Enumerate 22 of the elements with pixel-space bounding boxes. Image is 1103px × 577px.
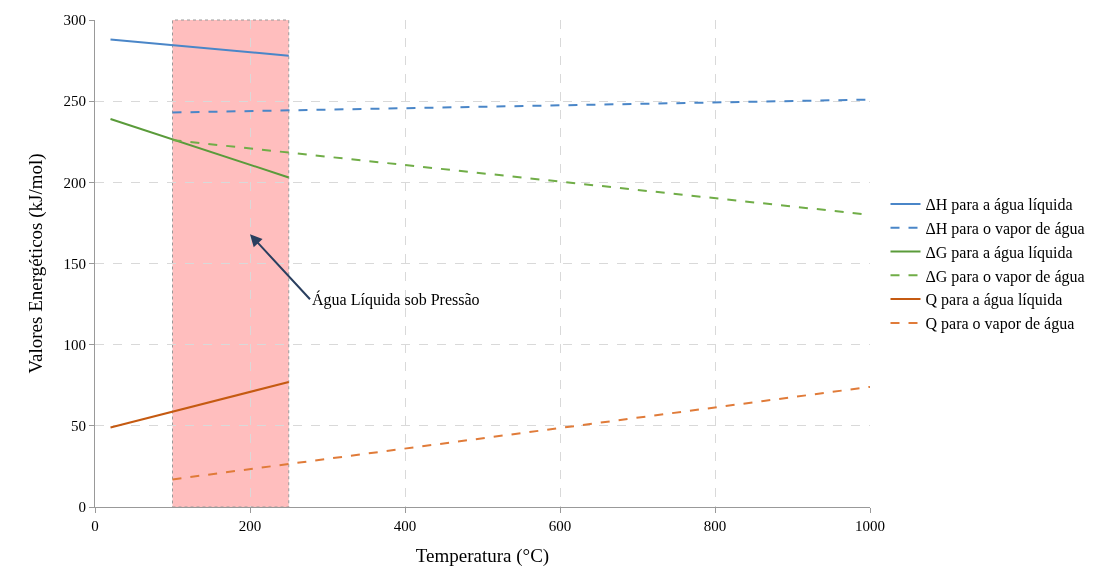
y-tick-label: 300: [63, 12, 86, 29]
legend-label: ΔG para o vapor de água: [925, 267, 1085, 286]
x-tick-label: 800: [703, 518, 727, 534]
x-axis-title: Temperatura (°C): [415, 544, 550, 567]
y-tick-label: 200: [63, 174, 86, 191]
y-tick-label: 150: [63, 255, 86, 272]
y-tick-label: 0: [78, 499, 86, 516]
legend-label: Q para a água líquida: [925, 291, 1063, 310]
legend-label: ΔH para a água líquida: [925, 196, 1073, 215]
y-tick-label: 100: [63, 336, 86, 353]
legend-label: ΔG para a água líquida: [925, 243, 1073, 262]
legend-label: ΔH para o vapor de água: [925, 219, 1085, 238]
annotation: Água Líquida sob Pressão: [312, 290, 480, 309]
x-tick-label: 600: [548, 518, 572, 534]
legend-label: Q para o vapor de água: [925, 315, 1075, 334]
y-tick-label: 50: [71, 418, 86, 435]
y-axis-title: Valores Energéticos (kJ/mol): [25, 153, 48, 374]
y-tick-label: 250: [63, 93, 86, 110]
x-tick-label: 200: [238, 518, 262, 534]
x-tick-label: 1000: [855, 518, 885, 534]
x-tick-label: 400: [393, 518, 417, 534]
x-tick-label: 0: [91, 518, 99, 534]
